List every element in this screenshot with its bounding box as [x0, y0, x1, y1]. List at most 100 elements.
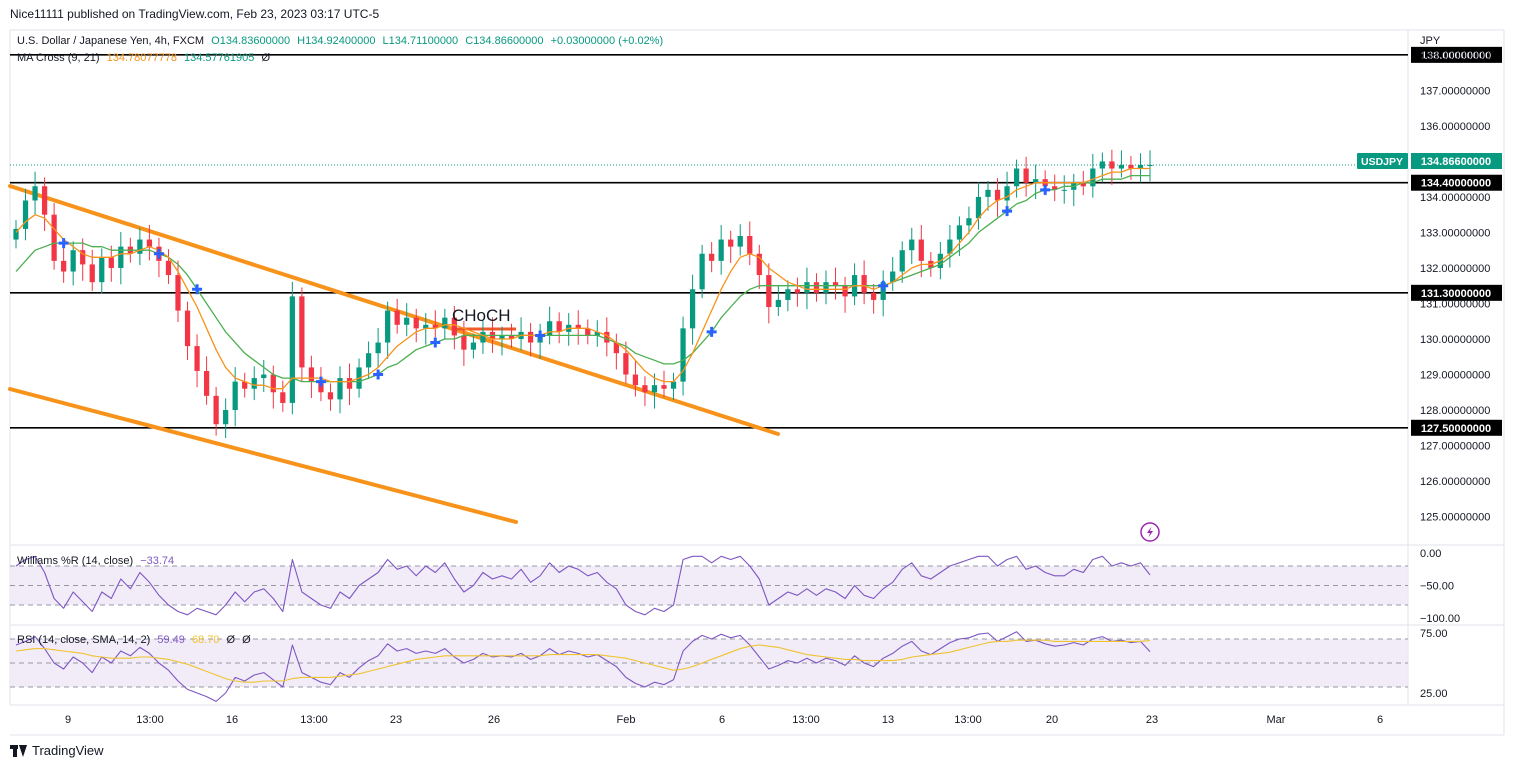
level-label-bg [1411, 284, 1502, 301]
legend-open: O134.83600000 [211, 35, 291, 47]
candle-body [165, 260, 172, 276]
candle-body [670, 381, 677, 389]
wr-tick-label: 0.00 [1420, 548, 1441, 560]
price-badge: 134.86600000 [1421, 156, 1491, 168]
candle-body [118, 246, 124, 268]
candle-body [385, 310, 391, 343]
publisher-line: Nice11111 published on TradingView.com, … [10, 7, 380, 21]
rsi-sma-line [15, 639, 1151, 683]
choch-annotation: CHoCH [452, 306, 511, 325]
candle-body [556, 321, 562, 332]
footer-brand[interactable]: TradingView [10, 743, 104, 758]
candle-body [775, 299, 781, 308]
candle-body [442, 317, 448, 329]
legend-change: +0.03000000 (+0.02%) [550, 35, 664, 47]
ma-slow-value: 134.57761905 [184, 52, 255, 64]
rsi-extra-1: Ø [226, 634, 236, 646]
candle-body [1023, 168, 1029, 183]
candle-body [70, 250, 76, 272]
candle-body [89, 264, 95, 283]
legend-low: L134.71100000 [382, 35, 459, 47]
ma-cross-marker [706, 326, 717, 337]
candle-body [547, 321, 553, 336]
candle-body [594, 331, 600, 336]
candle-body [318, 381, 324, 393]
candle-body [575, 324, 581, 329]
time-tick-label: 13:00 [136, 714, 164, 726]
level-label: 127.50000000 [1421, 423, 1491, 435]
candle-body [956, 225, 963, 240]
time-tick-label: Feb [617, 714, 636, 726]
candle-body [365, 353, 372, 368]
candle-body [337, 378, 343, 400]
candle-body [1147, 164, 1153, 166]
price-tick-label: 138.00000000 [1420, 50, 1490, 62]
time-tick-label: 23 [1146, 714, 1158, 726]
ma21-line [15, 174, 1150, 383]
candle-body [947, 239, 953, 254]
ma-cross-marker [373, 369, 384, 380]
candle-body [13, 228, 19, 240]
time-tick-label: 9 [65, 714, 71, 726]
rsi-legend[interactable]: RSI (14, close, SMA, 14, 2) 59.49 68.70 … [17, 634, 255, 646]
ma-cross-marker [535, 330, 546, 341]
candle-body [880, 282, 886, 300]
rsi-sma-value: 68.70 [191, 634, 220, 646]
ma-extra-value: Ø [261, 52, 270, 64]
candle-body [823, 282, 829, 293]
candle-body [604, 331, 610, 343]
candle-body [99, 257, 105, 283]
legend-high: H134.92400000 [297, 35, 376, 47]
candle-body [785, 289, 791, 300]
price-tick-label: 125.00000000 [1420, 512, 1490, 524]
candle-body [680, 328, 686, 382]
price-tick-label: 129.00000000 [1420, 370, 1490, 382]
candle-body [22, 200, 29, 229]
candle-body [1013, 168, 1020, 187]
time-tick-label: 13:00 [954, 714, 982, 726]
candle-body [1128, 164, 1134, 169]
candle-body [623, 353, 629, 375]
indicator-lines [15, 555, 1151, 702]
candle-body [585, 328, 591, 336]
ma-cross-marker [192, 284, 203, 295]
candle-body [404, 317, 410, 325]
candle-body [737, 236, 743, 247]
candle-body [461, 335, 467, 350]
lightning-icon[interactable] [1140, 522, 1160, 542]
tradingview-logo-icon [10, 744, 28, 757]
candle-body [108, 257, 114, 268]
candle-body [1061, 189, 1067, 191]
candle-body [280, 392, 286, 403]
ma-cross-marker [1002, 206, 1013, 217]
candle-body [804, 282, 810, 293]
ma-cross-marker [58, 238, 69, 249]
level-label: 131.30000000 [1421, 288, 1491, 300]
level-label: 134.40000000 [1421, 178, 1491, 190]
price-badge-bg [1411, 153, 1502, 169]
candle-body [184, 310, 191, 347]
time-tick-label: 26 [488, 714, 500, 726]
candle-body [709, 253, 715, 261]
candle-body [299, 296, 305, 368]
candle-body [794, 289, 801, 293]
candle-body [270, 374, 276, 393]
candle-body [842, 285, 848, 297]
candle-body [32, 186, 38, 201]
price-tick-label: 137.00000000 [1420, 85, 1490, 97]
price-tick-label: 127.00000000 [1420, 441, 1490, 453]
candle-body [918, 239, 924, 261]
candle-body [1033, 179, 1039, 183]
wr-legend[interactable]: Williams %R (14, close) −33.74 [17, 555, 178, 567]
candle-body [975, 196, 982, 219]
candle-body [1118, 164, 1125, 169]
candle-body [1080, 182, 1086, 187]
ma-legend[interactable]: MA Cross (9, 21) 134.78077778 134.577619… [17, 52, 274, 64]
candle-body [223, 410, 229, 425]
ma-cross-marker [153, 248, 164, 259]
symbol-name[interactable]: U.S. Dollar / Japanese Yen, 4h, FXCM [17, 35, 205, 47]
williams-r-line [15, 555, 1151, 616]
candle-body [832, 282, 839, 286]
currency-label: JPY [1420, 35, 1441, 47]
